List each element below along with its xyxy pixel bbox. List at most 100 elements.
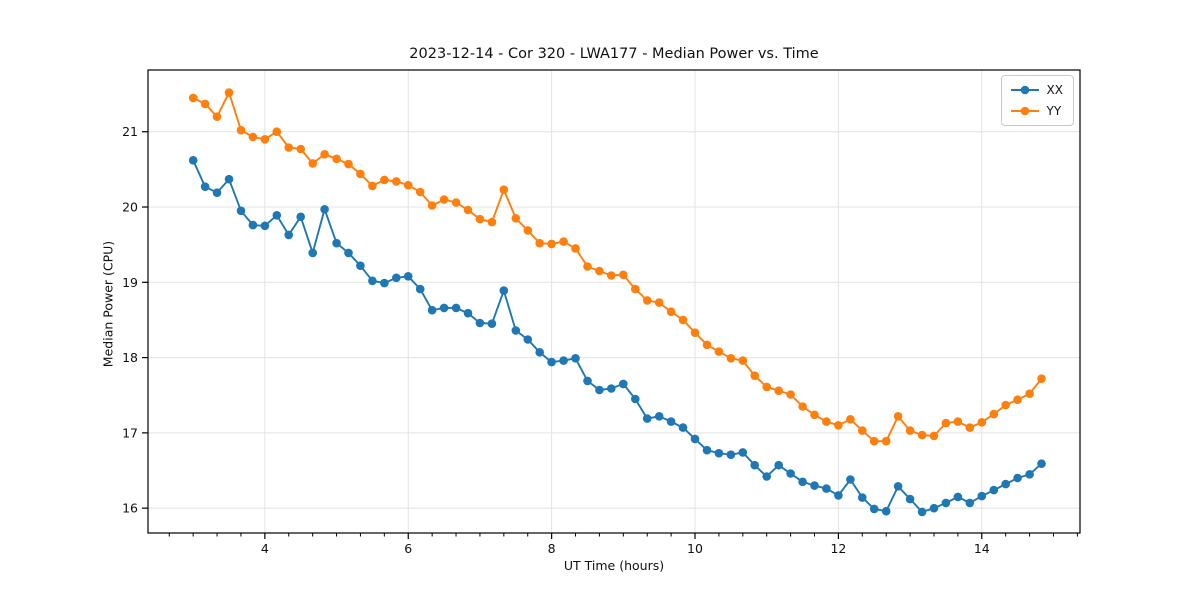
data-point bbox=[332, 154, 341, 164]
data-point bbox=[786, 390, 795, 399]
legend-swatch bbox=[1010, 106, 1039, 116]
data-point bbox=[296, 144, 306, 154]
data-point bbox=[714, 448, 724, 458]
data-point bbox=[583, 376, 592, 386]
series-xx-points bbox=[188, 156, 1046, 517]
data-point bbox=[858, 426, 867, 435]
data-point bbox=[320, 150, 329, 159]
data-point bbox=[475, 214, 485, 224]
data-point bbox=[690, 328, 700, 338]
data-point bbox=[427, 201, 437, 210]
data-point bbox=[224, 88, 234, 97]
data-point bbox=[822, 417, 831, 426]
x-tick-label: 4 bbox=[261, 541, 269, 556]
data-point bbox=[1025, 470, 1034, 479]
data-point bbox=[439, 303, 449, 313]
data-point bbox=[559, 237, 568, 246]
x-axis-label: UT Time (hours) bbox=[563, 558, 665, 573]
data-point bbox=[774, 460, 783, 470]
data-point bbox=[547, 239, 556, 249]
data-point bbox=[905, 494, 915, 504]
data-point bbox=[607, 384, 616, 393]
data-point bbox=[631, 394, 640, 404]
data-point bbox=[439, 195, 449, 204]
legend-label: XX bbox=[1046, 83, 1063, 97]
data-point bbox=[989, 485, 999, 495]
data-point bbox=[523, 226, 533, 235]
y-tick-label: 18 bbox=[122, 350, 138, 365]
data-point bbox=[272, 211, 282, 220]
series-yy-points bbox=[188, 88, 1046, 446]
x-tick-label: 10 bbox=[687, 541, 703, 556]
data-point bbox=[869, 436, 879, 446]
data-point bbox=[451, 303, 461, 313]
data-point bbox=[941, 418, 951, 428]
data-point bbox=[726, 450, 736, 460]
data-point bbox=[499, 185, 509, 194]
data-point bbox=[583, 262, 592, 271]
data-point bbox=[260, 135, 270, 144]
data-point bbox=[654, 298, 664, 307]
data-point bbox=[403, 180, 413, 190]
data-point bbox=[834, 491, 843, 500]
data-point bbox=[284, 230, 294, 240]
data-point bbox=[188, 93, 198, 103]
data-point bbox=[929, 431, 939, 441]
data-point bbox=[738, 356, 748, 365]
legend-label: YY bbox=[1046, 104, 1062, 118]
data-point bbox=[810, 481, 819, 490]
series-yy-line bbox=[192, 91, 1043, 443]
data-point bbox=[762, 472, 771, 481]
data-point bbox=[344, 159, 353, 169]
data-point bbox=[511, 214, 521, 223]
chart-title: 2023-12-14 - Cor 320 - LWA177 - Median P… bbox=[409, 46, 819, 62]
data-point bbox=[224, 174, 234, 184]
data-point bbox=[535, 238, 544, 248]
data-point bbox=[654, 412, 664, 421]
data-point bbox=[523, 335, 533, 344]
data-point bbox=[571, 354, 580, 363]
data-point bbox=[368, 276, 377, 286]
data-point bbox=[1001, 400, 1010, 410]
data-point bbox=[595, 385, 604, 395]
data-point bbox=[690, 434, 700, 444]
data-point bbox=[392, 273, 401, 283]
data-point bbox=[511, 326, 521, 335]
data-point bbox=[929, 503, 939, 513]
plot-border bbox=[147, 69, 1081, 534]
data-point bbox=[977, 491, 987, 501]
data-point bbox=[798, 477, 807, 487]
data-point bbox=[236, 125, 246, 135]
data-point bbox=[822, 484, 831, 493]
data-point bbox=[631, 284, 640, 294]
data-point bbox=[965, 423, 975, 432]
data-point bbox=[403, 272, 413, 281]
data-point bbox=[1013, 473, 1022, 483]
data-point bbox=[750, 371, 759, 381]
data-point bbox=[487, 217, 497, 227]
data-point bbox=[619, 270, 628, 280]
data-point bbox=[1025, 389, 1034, 399]
data-point bbox=[451, 198, 461, 207]
y-tick-label: 21 bbox=[122, 124, 138, 139]
y-tick-label: 20 bbox=[122, 200, 138, 215]
data-point bbox=[881, 436, 891, 446]
data-point bbox=[989, 409, 999, 419]
data-point bbox=[1001, 479, 1010, 489]
data-point bbox=[1037, 374, 1046, 384]
data-point bbox=[380, 278, 389, 288]
data-point bbox=[392, 177, 401, 186]
data-point bbox=[260, 221, 270, 231]
data-point bbox=[750, 460, 759, 470]
data-point bbox=[499, 286, 509, 295]
data-point bbox=[702, 445, 712, 455]
y-tick-label: 17 bbox=[122, 425, 138, 440]
data-point bbox=[427, 305, 437, 315]
x-tick-label: 6 bbox=[404, 541, 412, 556]
data-point bbox=[714, 347, 724, 356]
data-point bbox=[200, 182, 210, 191]
data-point bbox=[1037, 459, 1046, 469]
data-point bbox=[559, 356, 568, 365]
data-point bbox=[547, 357, 556, 367]
